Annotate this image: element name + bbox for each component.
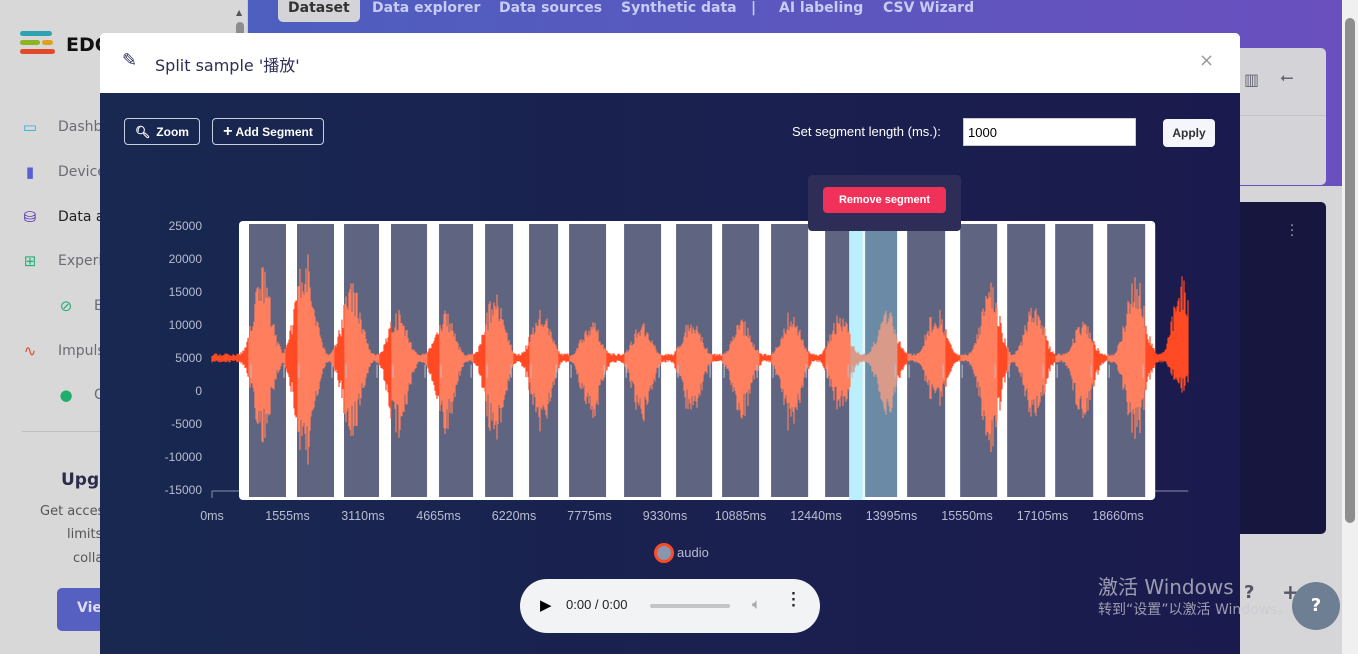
tab-dataset[interactable]: Dataset <box>278 0 360 22</box>
nav-label: Device <box>58 164 106 180</box>
edit-icon: ✎ <box>122 50 138 71</box>
sidebar-subitem-e[interactable]: ⊘ E <box>58 297 103 315</box>
kebab-menu-icon[interactable]: · · · <box>1290 219 1295 244</box>
search-icon: 🔍︎ <box>135 124 151 139</box>
y-tick-label: 25000 <box>169 219 203 233</box>
audio-player: ▶ 0:00 / 0:00 🔈︎ · · · <box>520 579 820 633</box>
scrollbar[interactable] <box>1342 0 1358 654</box>
chip-icon: ▥ <box>1244 70 1260 89</box>
x-tick-label: 10885ms <box>715 509 766 523</box>
tab-ai-labeling[interactable]: AI labeling <box>779 0 864 16</box>
help-icon[interactable]: ? <box>1244 582 1255 603</box>
close-button[interactable]: × <box>1199 50 1215 71</box>
help-fab-button[interactable]: ? <box>1292 582 1340 630</box>
x-tick-label: 9330ms <box>643 509 687 523</box>
x-tick-label: 13995ms <box>866 509 917 523</box>
monitor-icon: ▭ <box>22 118 38 136</box>
sidebar-item-dashboard[interactable]: ▭ Dashb <box>22 118 103 136</box>
legend-marker-icon[interactable] <box>654 543 674 563</box>
y-tick-label: 10000 <box>169 318 203 332</box>
add-segment-button[interactable]: + Add Segment <box>212 118 324 145</box>
x-tick-label: 3110ms <box>341 509 385 523</box>
more-options-icon[interactable]: · · · <box>791 587 796 614</box>
tab-synthetic-data[interactable]: Synthetic data <box>621 0 737 16</box>
nav-label: Dashb <box>58 119 103 135</box>
tab-data-explorer[interactable]: Data explorer <box>372 0 481 16</box>
selected-segment-handle[interactable] <box>862 224 866 500</box>
add-segment-label: Add Segment <box>235 124 313 139</box>
sidebar-item-impulse[interactable]: ∿ Impuls <box>22 342 105 360</box>
y-tick-label: -5000 <box>171 417 202 431</box>
usb-icon: ⭠ <box>1280 68 1294 88</box>
legend-label[interactable]: audio <box>677 545 709 560</box>
sidebar-item-data-acquisition[interactable]: ⛁ Data a <box>22 208 105 226</box>
nav-label: E <box>94 298 103 314</box>
segment-length-label: Set segment length (ms.): <box>792 124 941 139</box>
x-tick-label: 17105ms <box>1017 509 1068 523</box>
plus-icon: + <box>223 122 233 140</box>
upgrade-text: limits <box>67 527 103 542</box>
sidebar-item-devices[interactable]: ▮ Device <box>22 163 106 181</box>
database-icon: ⛁ <box>23 208 37 226</box>
waveform-chart[interactable]: 25000 20000 15000 10000 5000 0 -5000 -10000 -150… <box>100 93 1240 654</box>
sidebar-scroll-up-icon[interactable]: ▲ <box>236 8 243 17</box>
upgrade-text: Get acces <box>40 504 105 519</box>
help-icon: ? <box>1310 595 1322 616</box>
sidebar-item-experiments[interactable]: ⊞ Experi <box>22 252 103 270</box>
y-tick-label: -15000 <box>165 483 203 497</box>
nav-label: Experi <box>58 253 103 269</box>
x-tick-label: 18660ms <box>1092 509 1143 523</box>
dot-icon: ● <box>59 386 73 404</box>
zoom-button[interactable]: 🔍︎ Zoom <box>124 118 200 145</box>
dark-card: · · · <box>1240 202 1326 534</box>
divider <box>1240 115 1326 116</box>
nav-label: Data a <box>58 209 105 225</box>
y-tick-label: -10000 <box>165 450 203 464</box>
apply-button[interactable]: Apply <box>1163 119 1215 147</box>
volume-icon[interactable]: 🔈︎ <box>752 595 762 613</box>
play-icon[interactable]: ▶ <box>540 596 552 614</box>
modal-body: 🔍︎ Zoom + Add Segment Set segment length (… <box>100 93 1240 654</box>
device-card: ▥ ⭠ <box>1240 48 1326 185</box>
grid-icon: ⊞ <box>23 252 37 270</box>
sidebar-subitem-c[interactable]: ● C <box>58 386 104 404</box>
x-tick-label: 12440ms <box>790 509 841 523</box>
tab-data-sources[interactable]: Data sources <box>499 0 603 16</box>
x-tick-label: 1555ms <box>265 509 309 523</box>
seek-slider[interactable] <box>650 604 730 608</box>
tab-separator: | <box>751 0 757 16</box>
segment-tooltip: Remove segment <box>808 175 961 231</box>
x-tick-label: 0ms <box>200 509 224 523</box>
y-tick-label: 0 <box>195 384 202 398</box>
logo-text: EDG <box>66 34 111 56</box>
logo-icon <box>20 31 55 54</box>
y-tick-label: 5000 <box>175 351 202 365</box>
remove-segment-button[interactable]: Remove segment <box>823 187 946 213</box>
scrollbar-thumb[interactable] <box>1345 18 1355 523</box>
upgrade-title: Upgr <box>61 470 108 490</box>
x-tick-label: 4665ms <box>416 509 460 523</box>
modal-header: ✎ Split sample '播放' × <box>100 33 1240 93</box>
pulse-icon: ∿ <box>23 342 37 360</box>
y-tick-label: 15000 <box>169 285 203 299</box>
nav-label: C <box>94 387 104 403</box>
x-tick-label: 6220ms <box>492 509 536 523</box>
chip-icon: ▮ <box>25 163 35 181</box>
zoom-label: Zoom <box>156 124 189 139</box>
x-tick-label: 15550ms <box>941 509 992 523</box>
tab-csv-wizard[interactable]: CSV Wizard <box>883 0 975 16</box>
time-display: 0:00 / 0:00 <box>566 597 628 612</box>
upgrade-text: colla <box>73 551 104 566</box>
nav-label: Impuls <box>58 343 105 359</box>
y-tick-label: 20000 <box>169 252 203 266</box>
split-sample-modal: ✎ Split sample '播放' × 🔍︎ Zoom + Add Segmen… <box>100 33 1240 654</box>
modal-title: Split sample '播放' <box>155 56 300 75</box>
x-tick-label: 7775ms <box>567 509 611 523</box>
windows-watermark-text: 转到“设置”以激活 Windows。 <box>1098 602 1292 618</box>
windows-watermark-title: 激活 Windows <box>1098 575 1234 599</box>
compass-icon: ⊘ <box>59 297 73 315</box>
segment-length-input[interactable] <box>963 118 1136 146</box>
